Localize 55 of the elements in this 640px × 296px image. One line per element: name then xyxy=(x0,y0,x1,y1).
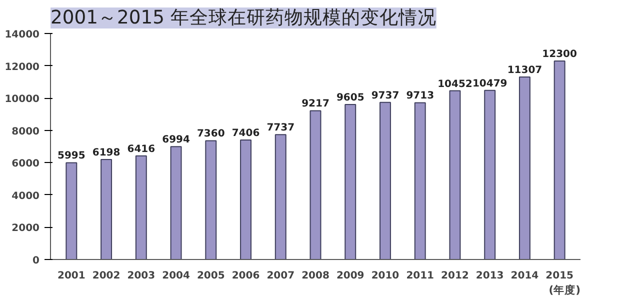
y-tick-label: 6000 xyxy=(12,158,40,170)
bar xyxy=(380,102,391,260)
x-tick-label: 2010 xyxy=(371,270,400,282)
x-tick-label: 2003 xyxy=(127,270,156,282)
data-label: 12300 xyxy=(542,48,578,60)
bar xyxy=(66,162,78,260)
bar xyxy=(449,90,461,260)
data-label: 6994 xyxy=(162,134,190,146)
x-tick-label: 2002 xyxy=(92,270,120,282)
data-label: 11307 xyxy=(507,64,542,76)
y-tick-label: 4000 xyxy=(12,190,40,202)
bar xyxy=(100,158,112,260)
x-tick-label: 2012 xyxy=(441,270,469,282)
bar xyxy=(518,76,530,260)
x-tick-label: 2011 xyxy=(406,270,434,282)
data-label: 7406 xyxy=(232,128,260,139)
bar xyxy=(274,134,286,260)
data-label: 6198 xyxy=(92,147,120,158)
bar xyxy=(344,104,356,260)
data-label: 9217 xyxy=(302,98,330,110)
data-label: 9713 xyxy=(406,90,434,102)
data-label: 9605 xyxy=(336,92,364,104)
bar xyxy=(554,60,566,260)
x-tick-label: 2009 xyxy=(336,270,364,282)
data-label: 10479 xyxy=(472,78,508,90)
chart-title: 2001～2015 年全球在研药物规模的变化情况 xyxy=(50,6,436,28)
data-label: 10452 xyxy=(438,78,472,90)
x-tick-label: 2007 xyxy=(266,270,295,282)
y-tick-label: 12000 xyxy=(4,62,40,73)
data-label: 6416 xyxy=(127,144,156,155)
bar xyxy=(414,102,426,260)
x-tick-label: 2005 xyxy=(196,270,225,282)
y-tick-label: 10000 xyxy=(4,94,40,106)
y-tick-label: 0 xyxy=(32,256,40,266)
bar xyxy=(240,139,252,260)
x-tick-label: 2013 xyxy=(476,270,504,282)
bar xyxy=(170,146,182,260)
x-tick-label: 2006 xyxy=(232,270,260,282)
data-label: 9737 xyxy=(371,90,400,102)
bar xyxy=(205,140,217,260)
data-label: 7737 xyxy=(266,122,295,134)
data-label: 5995 xyxy=(58,150,86,162)
x-tick-label: 2015 xyxy=(546,270,574,282)
bar xyxy=(135,155,147,260)
x-tick-label: 2004 xyxy=(162,270,190,282)
x-axis-title: (年度) xyxy=(548,284,581,296)
y-tick-label: 14000 xyxy=(4,30,40,40)
x-tick-label: 2001 xyxy=(58,270,86,282)
y-tick-label: 2000 xyxy=(12,223,40,234)
bar xyxy=(310,110,322,260)
x-tick-label: 2008 xyxy=(302,270,330,282)
bar xyxy=(484,90,496,260)
y-tick-label: 8000 xyxy=(12,126,40,138)
x-tick-label: 2014 xyxy=(510,270,539,282)
data-label: 7360 xyxy=(196,128,225,140)
